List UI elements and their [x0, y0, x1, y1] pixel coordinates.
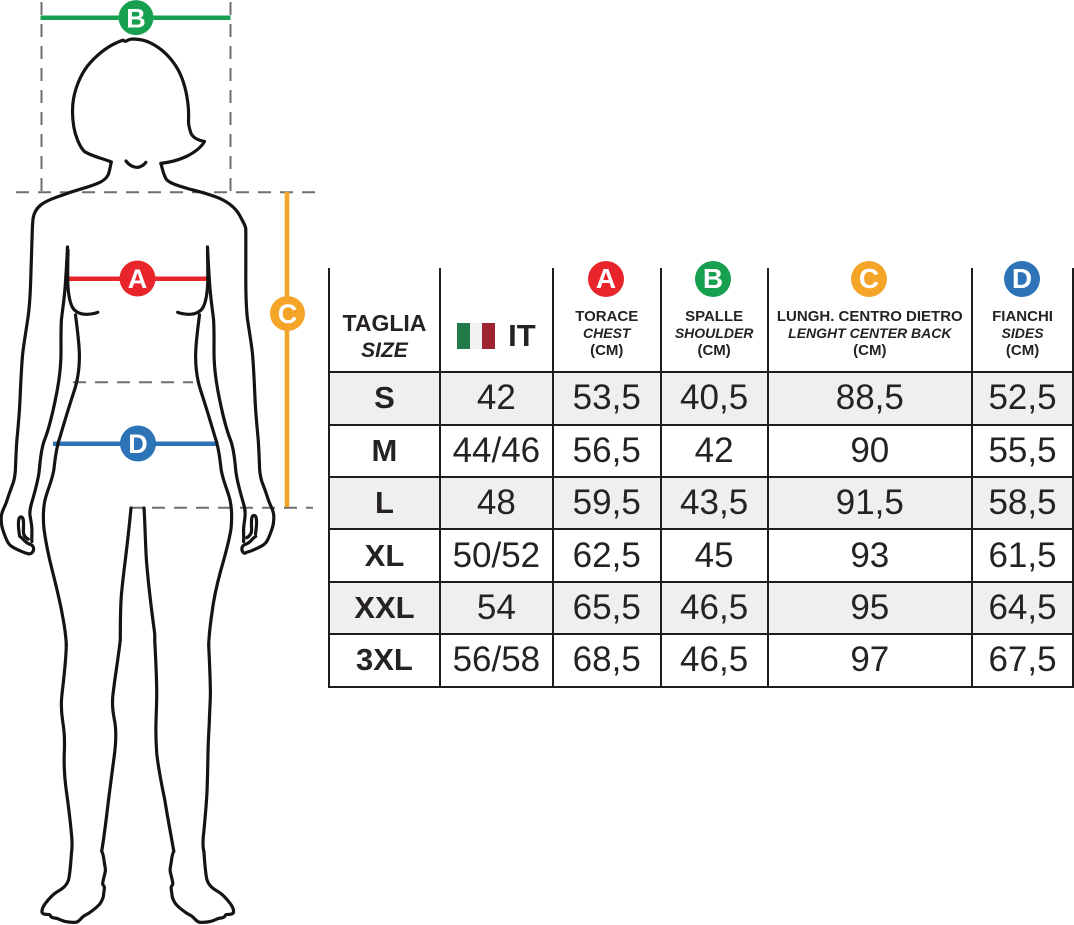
svg-text:C: C	[278, 299, 298, 329]
svg-text:D: D	[128, 429, 148, 459]
svg-text:B: B	[126, 3, 146, 33]
svg-text:A: A	[128, 264, 148, 294]
